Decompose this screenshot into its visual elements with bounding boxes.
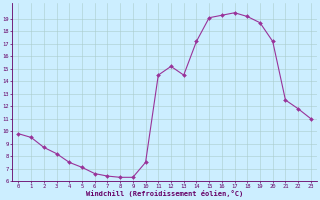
X-axis label: Windchill (Refroidissement éolien,°C): Windchill (Refroidissement éolien,°C) [86, 190, 243, 197]
